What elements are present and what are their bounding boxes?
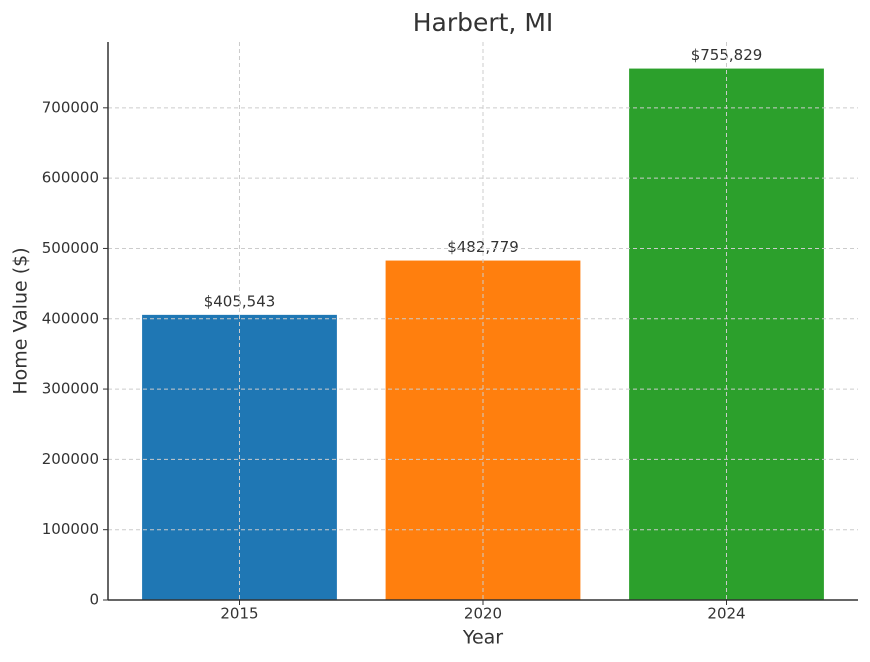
y-tick-label: 700000 [42,98,99,116]
y-tick-label: 100000 [42,520,99,538]
value-label: $755,829 [691,46,763,64]
y-tick-label: 300000 [42,380,99,398]
y-tick-label: 500000 [42,239,99,257]
y-tick-label: 0 [89,591,99,609]
y-tick-label: 600000 [42,169,99,187]
y-tick-label: 200000 [42,450,99,468]
x-tick-label: 2015 [220,605,258,623]
chart-title: Harbert, MI [413,8,554,37]
x-tick-label: 2024 [707,605,745,623]
x-axis-label: Year [462,627,503,649]
x-tick-label: 2020 [464,605,502,623]
y-tick-label: 400000 [42,309,99,327]
y-axis-label: Home Value ($) [10,247,32,394]
